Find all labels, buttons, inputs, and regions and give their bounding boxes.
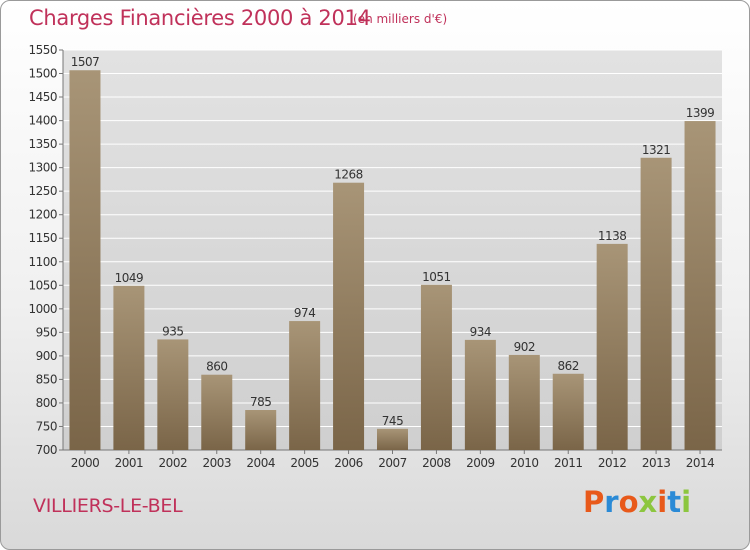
value-label-2007: 745 [382, 414, 403, 428]
proxiti-logo[interactable]: Proxiti [583, 485, 691, 519]
x-tick-label-2012: 2012 [598, 456, 627, 470]
x-tick-label-2008: 2008 [422, 456, 451, 470]
x-tick-label-2014: 2014 [686, 456, 715, 470]
y-tick-label: 1000 [28, 302, 57, 316]
value-label-2006: 1268 [334, 168, 363, 182]
bar-2001 [113, 285, 145, 450]
value-label-2012: 1138 [598, 229, 627, 243]
bar-2008 [420, 284, 452, 450]
value-label-2009: 934 [470, 325, 491, 339]
x-tick-label-2004: 2004 [246, 456, 275, 470]
value-label-2011: 862 [558, 359, 579, 373]
y-tick-label: 1200 [28, 208, 57, 222]
y-tick-label: 1500 [28, 67, 57, 81]
bars [69, 70, 716, 451]
y-tick-label: 1550 [28, 43, 57, 57]
value-label-2000: 1507 [71, 55, 100, 69]
y-tick-label: 1250 [28, 184, 57, 198]
chart-title: Charges Financières 2000 à 2014 [29, 6, 371, 30]
town-name: VILLIERS-LE-BEL [33, 495, 183, 517]
y-tick-label: 1050 [28, 278, 57, 292]
bar-2011 [552, 373, 584, 450]
bar-2007 [377, 428, 408, 450]
value-label-2014: 1399 [686, 106, 715, 120]
bar-2013 [640, 157, 672, 450]
bar-2009 [464, 339, 496, 450]
value-label-2002: 935 [162, 324, 183, 338]
logo-letter: x [638, 485, 658, 519]
y-tick-label: 900 [36, 349, 57, 363]
x-tick-label-2003: 2003 [202, 456, 231, 470]
y-tick-label: 700 [36, 443, 57, 457]
x-tick-label-2007: 2007 [378, 456, 407, 470]
x-axis: 2000 2001 2002 2003 2004 2005 2006 2007 2008 2009… [71, 450, 715, 470]
logo-letter: P [583, 485, 605, 519]
chart-subtitle: (en milliers d'€) [353, 12, 448, 26]
bar-2004 [245, 410, 277, 450]
y-tick-label: 1300 [28, 161, 57, 175]
y-tick-label: 850 [36, 372, 57, 386]
logo-letter: r [604, 485, 619, 519]
x-tick-label-2005: 2005 [290, 456, 319, 470]
value-label-2008: 1051 [422, 270, 451, 284]
x-tick-label-2000: 2000 [71, 456, 100, 470]
y-tick-label: 1150 [28, 231, 57, 245]
y-axis: 700 750 800 850 900 950 1000 1050 1100 1150 1200 12… [28, 43, 722, 457]
y-tick-label: 1450 [28, 90, 57, 104]
logo-letter: i [657, 485, 668, 519]
value-label-2013: 1321 [642, 143, 671, 157]
value-label-2001: 1049 [115, 271, 144, 285]
bar-2010 [508, 354, 540, 450]
bar-2014 [684, 121, 716, 450]
x-tick-label-2013: 2013 [642, 456, 671, 470]
bar-2005 [289, 321, 321, 450]
bar-2012 [596, 243, 628, 450]
y-tick-label: 1400 [28, 114, 57, 128]
bar-2000 [69, 70, 101, 450]
y-tick-label: 800 [36, 396, 57, 410]
logo-letter: i [681, 485, 692, 519]
y-tick-label: 950 [36, 325, 57, 339]
bar-2006 [333, 182, 365, 451]
bar-2002 [157, 339, 189, 450]
x-tick-label-2011: 2011 [554, 456, 583, 470]
y-tick-label: 1100 [28, 255, 57, 269]
value-labels: 1507 1049 935 860 785 974 1268 745 1051 934 902 862… [71, 55, 715, 428]
value-label-2005: 974 [294, 306, 315, 320]
bar-2003 [201, 374, 233, 450]
value-label-2003: 860 [206, 360, 227, 374]
y-tick-label: 1350 [28, 137, 57, 151]
x-tick-label-2006: 2006 [334, 456, 363, 470]
logo-letter: t [667, 485, 682, 519]
x-tick-label-2009: 2009 [466, 456, 495, 470]
value-label-2010: 902 [514, 340, 535, 354]
y-tick-label: 750 [36, 419, 57, 433]
x-tick-label-2002: 2002 [159, 456, 188, 470]
value-label-2004: 785 [250, 395, 271, 409]
x-tick-label-2010: 2010 [510, 456, 539, 470]
x-tick-label-2001: 2001 [115, 456, 144, 470]
logo-letter: o [618, 485, 639, 519]
